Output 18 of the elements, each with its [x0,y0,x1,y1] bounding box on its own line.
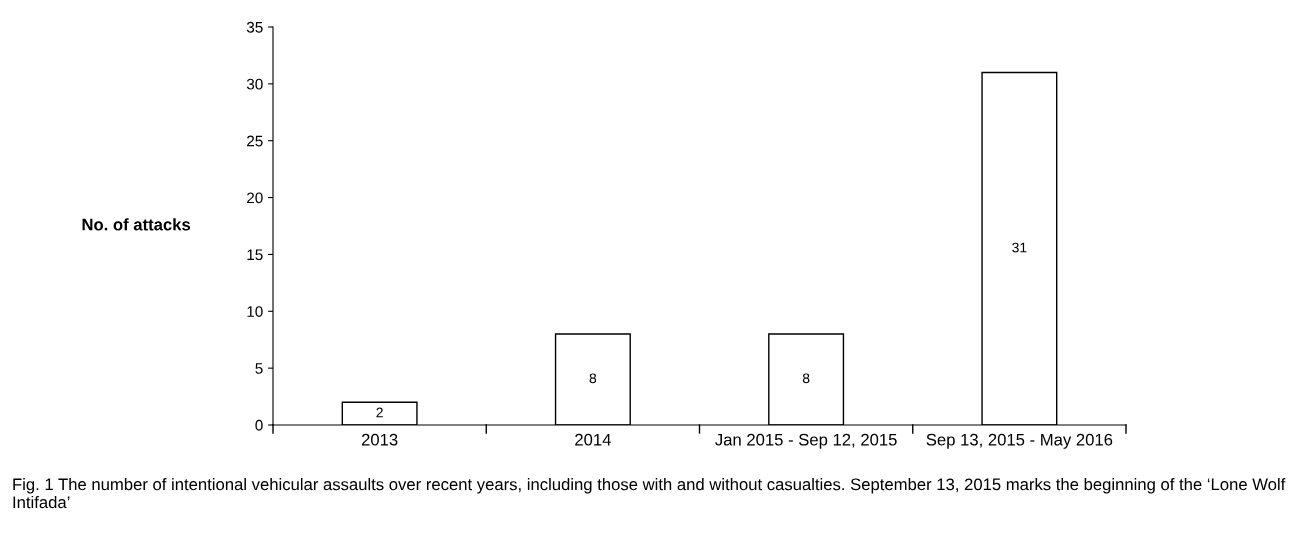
data-label: 8 [802,373,810,384]
data-label: 2 [376,407,383,418]
x-tick-label: Sep 13, 2015 - May 2016 [926,433,1113,449]
data-label: 31 [1012,242,1027,253]
y-tick-label: 15 [247,249,263,261]
x-tick-label: 2014 [575,433,611,446]
y-tick-label: 35 [246,21,263,33]
y-tick-label: 30 [246,78,263,90]
y-tick-label: 5 [255,363,263,374]
y-tick-label: 0 [255,419,263,431]
y-tick-label: 20 [247,192,263,204]
x-tick-label: Jan 2015 - Sep 12, 2015 [715,433,897,449]
y-tick-label: 10 [247,306,263,317]
y-tick-label: 25 [247,135,263,147]
x-tick-label: 2013 [361,433,398,446]
data-label: 8 [589,373,597,384]
caption: Fig. 1 The number of intentional vehicular assaults over recent years, including those with and without casualties. September 13, 2015 marks the beginning of the ‘Lone Wolf Intifada’ [13,478,1286,509]
y-axis-title: No. of attacks [82,218,191,231]
